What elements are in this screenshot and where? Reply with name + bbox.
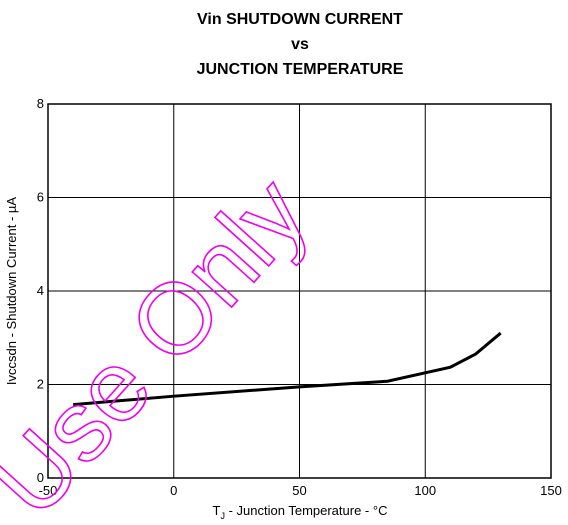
x-tick-label: 0 bbox=[170, 483, 177, 498]
chart-title: Vin SHUTDOWN CURRENT bbox=[197, 11, 403, 28]
x-tick-label: -50 bbox=[39, 483, 58, 498]
x-label-symbol: T bbox=[213, 503, 221, 518]
x-tick-label: 150 bbox=[540, 483, 562, 498]
chart-title: JUNCTION TEMPERATURE bbox=[197, 61, 404, 78]
x-label-text: - Junction Temperature - °C bbox=[225, 503, 387, 518]
x-label-subscript: J bbox=[220, 511, 225, 521]
x-tick-label: 100 bbox=[414, 483, 436, 498]
watermark: Use Only bbox=[0, 157, 329, 525]
y-tick-label: 8 bbox=[37, 96, 44, 111]
y-tick-label: 2 bbox=[37, 377, 44, 392]
y-axis-label: Ivccsdn - Shutdown Current - µA bbox=[4, 197, 19, 385]
x-tick-label: 50 bbox=[292, 483, 306, 498]
data-line bbox=[73, 331, 502, 407]
y-tick-label: 6 bbox=[37, 190, 44, 205]
x-axis-label: TJ - Junction Temperature - °C bbox=[213, 503, 388, 521]
y-tick-label: 4 bbox=[37, 283, 44, 298]
chart-title: vs bbox=[291, 36, 309, 53]
y-tick-label: 0 bbox=[37, 470, 44, 485]
